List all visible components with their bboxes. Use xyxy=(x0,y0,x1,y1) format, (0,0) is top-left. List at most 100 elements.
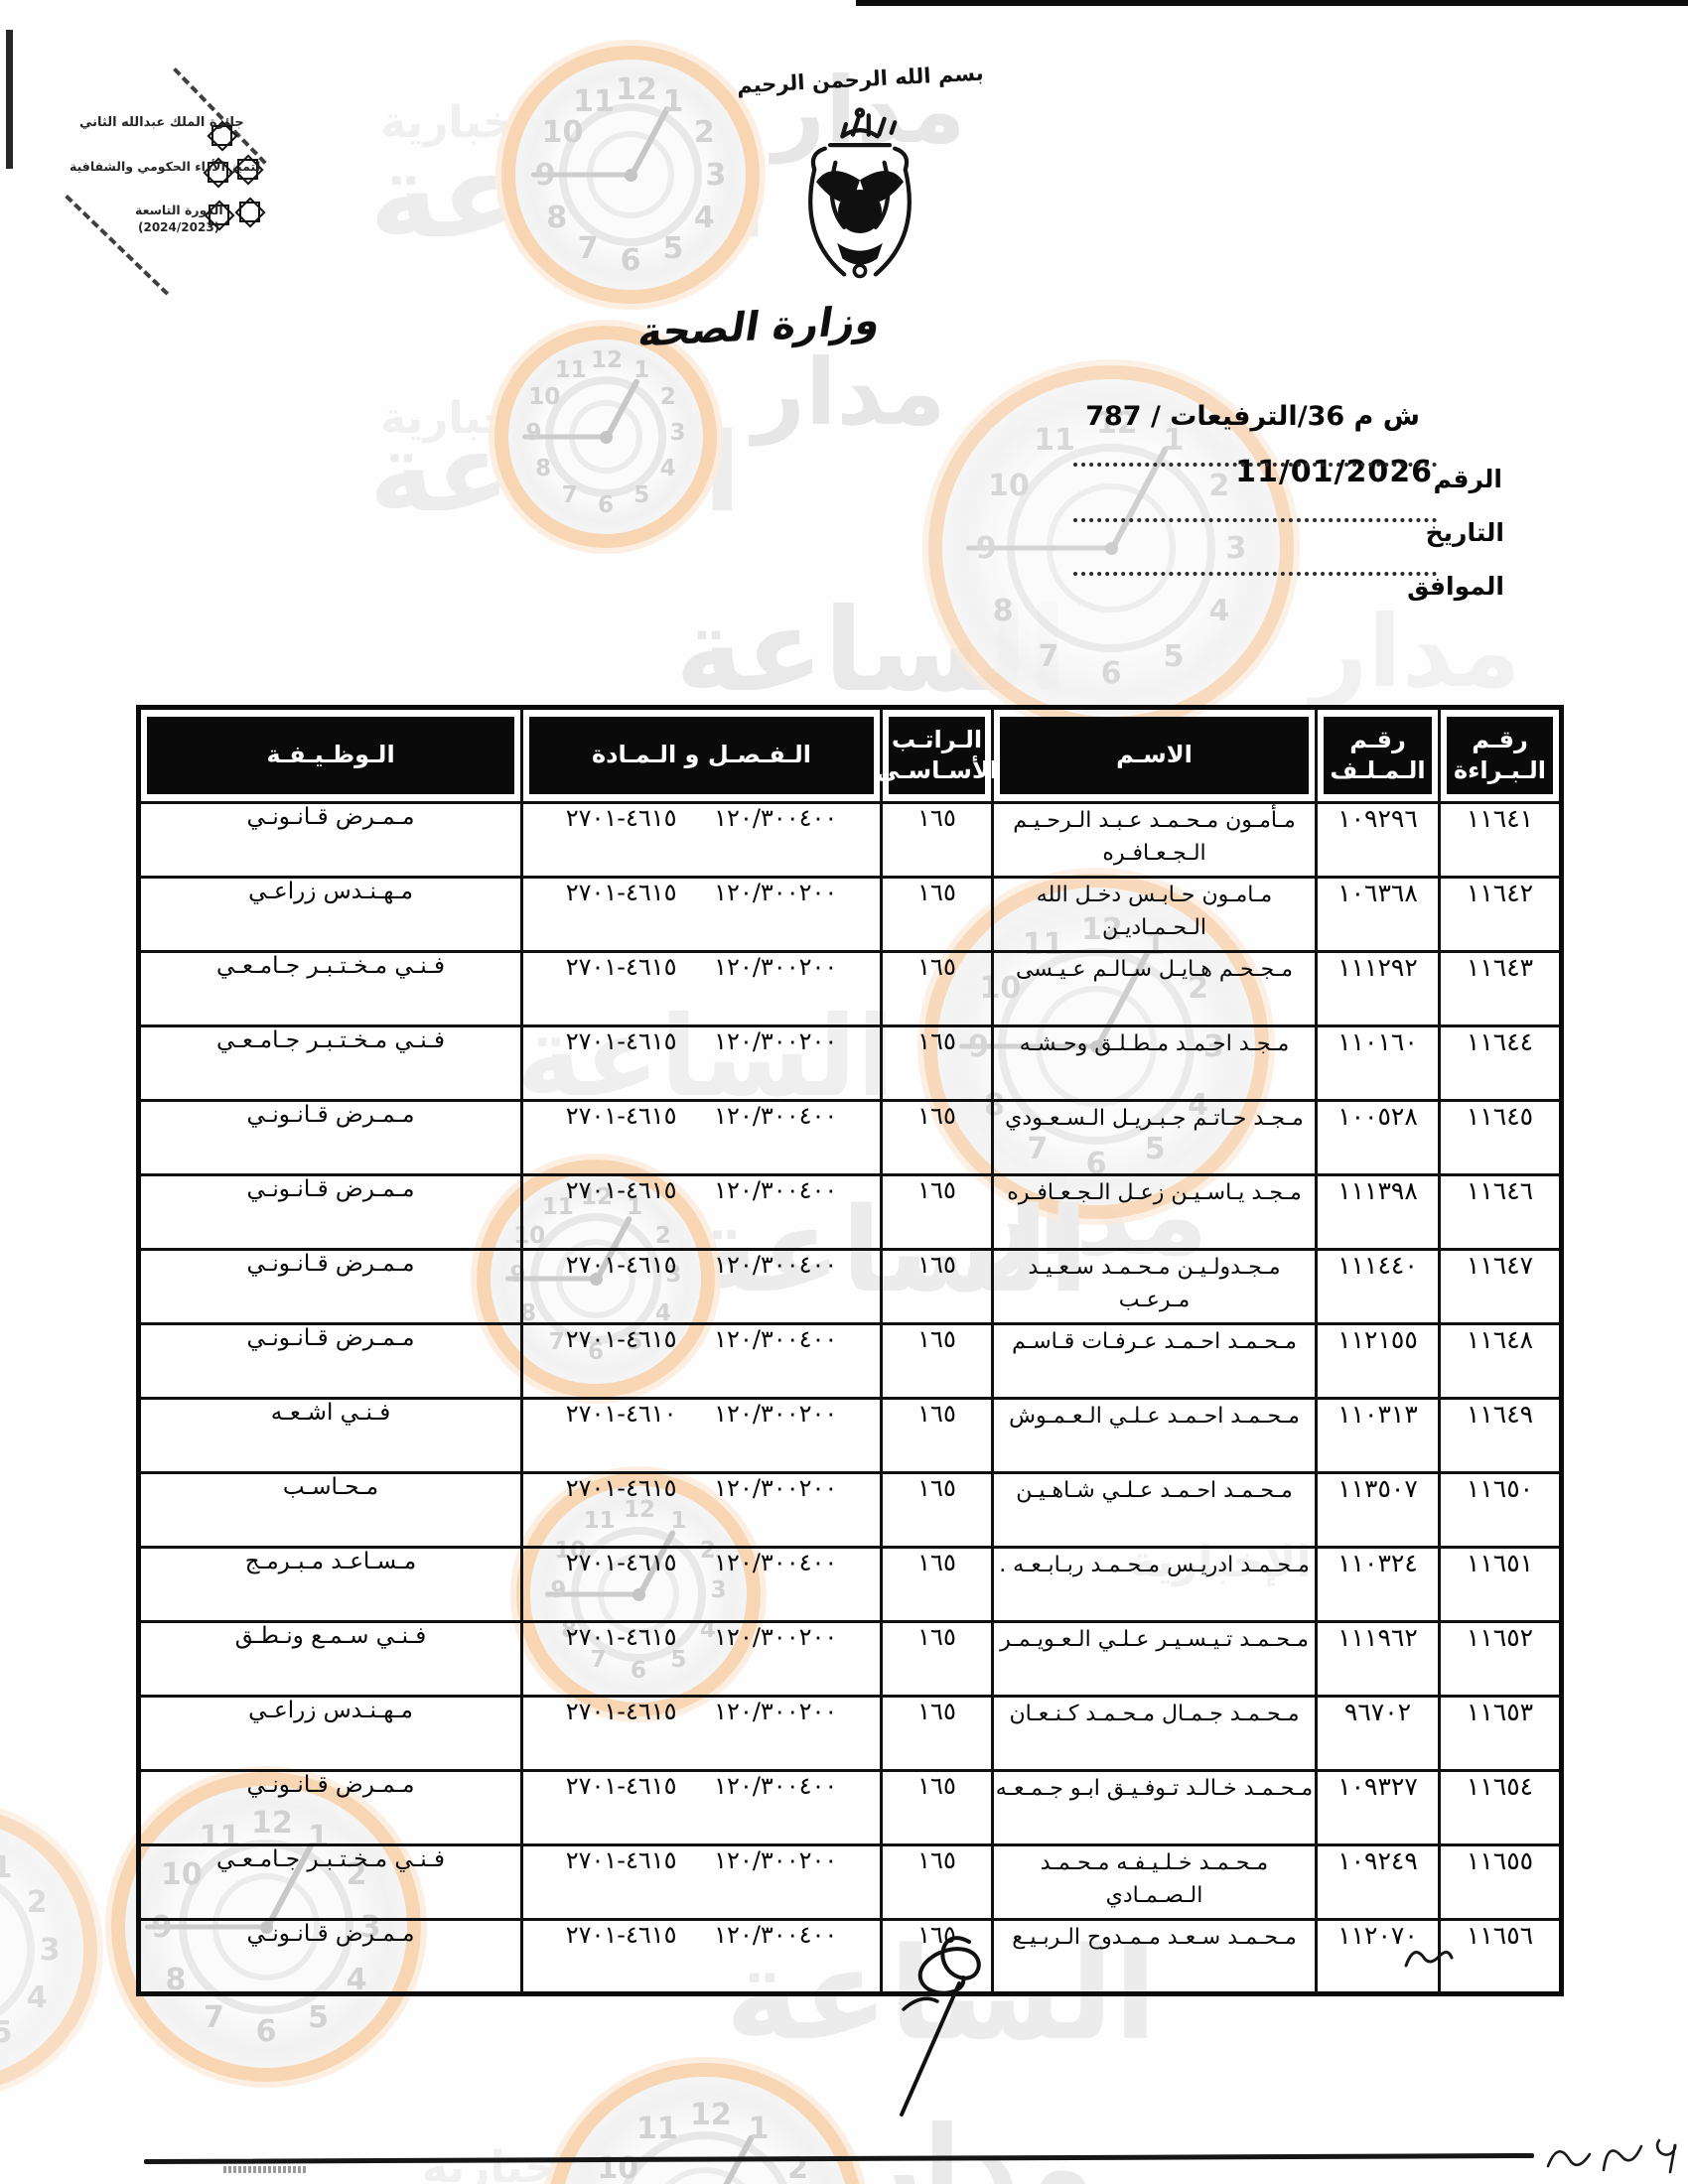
cell-chapter: ١٢٠/٣٠٠٢٠٠ ٤٦١٥-٢٧٠١ xyxy=(520,876,883,953)
cell-serial: ١١٦٤٩ xyxy=(1438,1397,1563,1474)
table-row: ١١٦٥٤ ١٠٩٣٢٧ مـحـمـد خـالـد تـوفـيـق ابـ… xyxy=(137,1769,1563,1846)
cell-chapter: ١٢٠/٣٠٠٤٠٠ ٤٦١٥-٢٧٠١ xyxy=(520,1173,883,1251)
cell-chapter: ١٢٠/٣٠٠٤٠٠ ٤٦١٥-٢٧٠١ xyxy=(520,1322,883,1400)
table-row: ١١٦٥٣ ٩٦٧٠٢ مـحـمـد جـمـال مـحـمـد كـنـع… xyxy=(137,1695,1563,1772)
clock-number: 2 xyxy=(1208,469,1230,504)
stamp-line-2: لتميز الأداء الحكومي والشفافية xyxy=(70,159,261,174)
cell-chapter: ١٢٠/٣٠٠٢٠٠ ٤٦١٥-٢٧٠١ xyxy=(520,950,883,1027)
clock-number: 5 xyxy=(633,481,650,508)
dotted-line xyxy=(1073,572,1437,576)
cell-serial: ١١٦٥١ xyxy=(1438,1546,1563,1623)
cell-file: ١١٠١٦٠ xyxy=(1315,1024,1441,1102)
cell-name: مـحـمـد احـمـد عـلـي الـعـمـوش xyxy=(991,1397,1318,1474)
cell-file: ١٠٩٢٩٦ xyxy=(1315,801,1441,879)
cell-name: مـجـدولـيـن مـحـمـد سـعـيـد مـرعـب xyxy=(991,1248,1318,1325)
cell-chapter: ١٢٠/٣٠٠٤٠٠ ٤٦١٥-٢٧٠١ xyxy=(520,801,883,879)
cell-serial: ١١٦٤٢ xyxy=(1438,876,1563,953)
cell-serial: ١١٦٥٠ xyxy=(1438,1471,1563,1549)
cell-name: مـأمـون مـحـمـد عـبـد الـرحـيـم الـجـعـا… xyxy=(991,801,1318,879)
cell-job: مـهـنـدس زراعـي xyxy=(137,876,523,953)
clock-number: 4 xyxy=(26,1980,48,2016)
cell-salary: ١٦٥ xyxy=(880,1099,994,1176)
clock-minute-hand xyxy=(965,545,1118,551)
clock-number: 10 xyxy=(528,383,561,410)
clock-number: 2 xyxy=(659,383,676,410)
clock-number: 7 xyxy=(561,481,578,508)
cell-name: مـحـمـد سـعـد مـمـدوح الـربـيـع xyxy=(991,1918,1318,1995)
cell-file: ١١٢١٥٥ xyxy=(1315,1322,1441,1400)
clock-number: 1 xyxy=(1163,423,1185,459)
clock-number: 8 xyxy=(992,593,1014,628)
cell-name: مـجـد احـمـد مـطـلـق وحـشـه xyxy=(991,1024,1318,1102)
clock-number: 5 xyxy=(662,231,684,267)
clock-number: 9 xyxy=(525,420,542,446)
cell-serial: ١١٦٤٦ xyxy=(1438,1173,1563,1251)
clock-number: 4 xyxy=(659,456,676,482)
clock-number: 3 xyxy=(705,158,727,193)
cell-job: مـمـرض قـانـونـي xyxy=(137,1173,523,1251)
document-number-value: 11/01/2026 xyxy=(1235,455,1433,489)
cell-serial: ١١٦٤١ xyxy=(1438,801,1563,879)
clock-number: 2 xyxy=(693,115,715,151)
clock-number: 5 xyxy=(1163,638,1185,674)
cell-name: مـامـون حـابـس دخـل الله الـحـمـاديـن xyxy=(991,876,1318,953)
cell-serial: ١١٦٥٢ xyxy=(1438,1620,1563,1698)
cell-salary: ١٦٥ xyxy=(880,876,994,953)
clock-number: 1 xyxy=(748,2112,770,2147)
cell-file: ١١١٣٩٨ xyxy=(1315,1173,1441,1251)
jordan-coat-of-arms xyxy=(808,107,912,279)
cell-file: ١١١٤٤٠ xyxy=(1315,1248,1441,1325)
clock-number: 6 xyxy=(1100,655,1122,691)
star-icon xyxy=(237,159,258,180)
cell-salary: ١٦٥ xyxy=(880,1620,994,1698)
star-icon xyxy=(209,205,229,225)
header-file-number: رقـم الـمـلـف xyxy=(1315,706,1441,804)
field-label-corresponding: الموافق xyxy=(1407,572,1504,601)
cell-job: فـنـي اشـعـه xyxy=(137,1397,523,1474)
clock-number: 7 xyxy=(577,231,599,267)
promotions-table: رقـم الـبـراءة رقـم الـمـلـف الاسـم الـر… xyxy=(136,705,1564,1996)
cell-name: مـحـمـد خـالـد تـوفـيـق ابـو جـمـعـه xyxy=(991,1769,1318,1846)
cell-chapter: ١٢٠/٣٠٠٤٠٠ ٤٦١٥-٢٧٠١ xyxy=(520,1248,883,1325)
cell-serial: ١١٦٤٥ xyxy=(1438,1099,1563,1176)
table-row: ١١٦٥٥ ١٠٩٢٤٩ مـحـمـد خـلـيـفـه مـحـمـد ا… xyxy=(137,1843,1563,1921)
table-row: ١١٦٤٢ ١٠٦٣٦٨ مـامـون حـابـس دخـل الله ال… xyxy=(137,876,1563,953)
cell-job: فـنـي مـخـتـبـر جـامـعـي xyxy=(137,1024,523,1102)
cell-file: ١١٢٠٧٠ xyxy=(1315,1918,1441,1995)
cell-job: مـمـرض قـانـونـي xyxy=(137,1099,523,1176)
table-row: ١١٦٤٤ ١١٠١٦٠ مـجـد احـمـد مـطـلـق وحـشـه… xyxy=(137,1024,1563,1102)
clock-number: 4 xyxy=(1208,593,1230,628)
star-icon xyxy=(239,202,260,222)
table-row: ١١٦٥٢ ١١١٩٦٢ مـحـمـد تـيـسـيـر عـلـي الـ… xyxy=(137,1620,1563,1698)
watermark-text: مدار xyxy=(1311,594,1521,710)
clock-minute-hand xyxy=(521,434,610,440)
cell-name: مـجـد حـاتـم جـبـريـل الـسـعـودي xyxy=(991,1099,1318,1176)
clock-number: 3 xyxy=(1225,531,1247,566)
cell-serial: ١١٦٥٦ xyxy=(1438,1918,1563,1995)
clock-number: 5 xyxy=(308,2000,329,2035)
cell-job: مـحـاسـب xyxy=(137,1471,523,1549)
header-chapter-article: الـفـصـل و الـمـادة xyxy=(520,706,883,804)
cell-chapter: ١٢٠/٣٠٠٢٠٠ ٤٦١٥-٢٧٠١ xyxy=(520,1024,883,1102)
table-row: ١١٦٥٠ ١١٣٥٠٧ مـحـمـد احـمـد عـلـي شـاهـي… xyxy=(137,1471,1563,1549)
cell-job: مـسـاعـد مـبـرمـج xyxy=(137,1546,523,1623)
cell-name: مـحـمـد احـمـد عـلـي شـاهـيـن xyxy=(991,1471,1318,1549)
cell-salary: ١٦٥ xyxy=(880,1322,994,1400)
clock-minute-hand xyxy=(531,172,635,178)
field-label-date: التاريخ xyxy=(1425,518,1504,547)
cell-name: مـحـمـد جـمـال مـحـمـد كـنـعـان xyxy=(991,1695,1318,1772)
table-header-row: رقـم الـبـراءة رقـم الـمـلـف الاسـم الـر… xyxy=(137,706,1563,804)
table-row: ١١٦٤٣ ١١١٢٩٢ مـجـحـم هـايـل سـالـم عـيـس… xyxy=(137,950,1563,1027)
clock-number: 12 xyxy=(591,347,624,374)
table-row: ١١٦٤٧ ١١١٤٤٠ مـجـدولـيـن مـحـمـد سـعـيـد… xyxy=(137,1248,1563,1325)
cell-file: ١٠٠٥٢٨ xyxy=(1315,1099,1441,1176)
cell-file: ١١٠٣١٣ xyxy=(1315,1397,1441,1474)
clock-number: 9 xyxy=(975,531,997,566)
cell-salary: ١٦٥ xyxy=(880,1843,994,1921)
cell-chapter: ١٢٠/٣٠٠٤٠٠ ٤٦١٥-٢٧٠١ xyxy=(520,1099,883,1176)
cell-salary: ١٦٥ xyxy=(880,1397,994,1474)
clock-number: 5 xyxy=(0,2015,13,2051)
clock-number: 7 xyxy=(1038,638,1059,674)
